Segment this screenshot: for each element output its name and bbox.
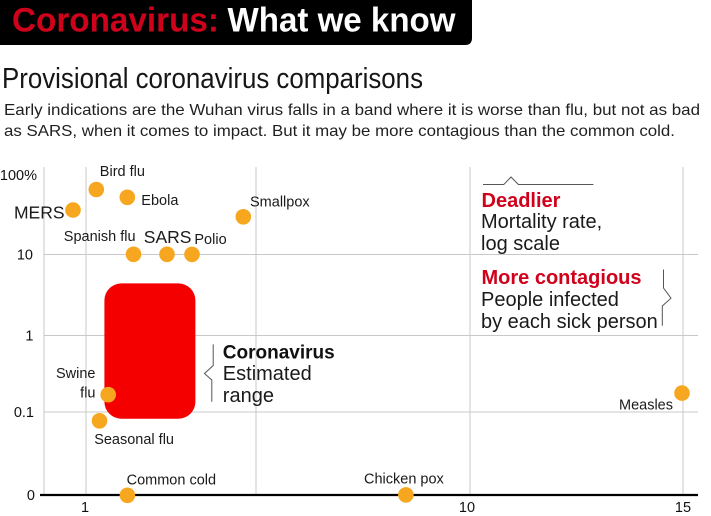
svg-text:More contagious: More contagious	[482, 267, 642, 289]
svg-text:10: 10	[459, 500, 475, 516]
svg-text:Mortality rate,: Mortality rate,	[481, 211, 602, 233]
svg-text:Early indications are the Wuha: Early indications are the Wuhan virus fa…	[4, 102, 700, 119]
svg-text:Estimated: Estimated	[223, 363, 312, 385]
svg-text:Seasonal flu: Seasonal flu	[94, 432, 174, 448]
svg-text:People infected: People infected	[481, 289, 619, 311]
svg-text:log scale: log scale	[481, 233, 560, 255]
svg-text:Provisional coronavirus compar: Provisional coronavirus comparisons	[2, 63, 423, 95]
svg-text:by each sick person: by each sick person	[481, 311, 658, 333]
svg-text:Ebola: Ebola	[141, 193, 179, 209]
svg-text:Coronavirus:: Coronavirus:	[12, 1, 219, 39]
svg-text:Swine: Swine	[56, 366, 96, 382]
svg-text:15: 15	[675, 500, 691, 516]
svg-text:Polio: Polio	[194, 232, 226, 248]
svg-text:Deadlier: Deadlier	[482, 190, 561, 212]
svg-text:What we know: What we know	[228, 1, 456, 39]
svg-text:range: range	[223, 385, 274, 407]
svg-text:0: 0	[27, 488, 35, 504]
svg-text:Bird flu: Bird flu	[100, 164, 145, 180]
svg-text:Common cold: Common cold	[127, 472, 216, 488]
svg-text:SARS: SARS	[144, 227, 192, 247]
svg-text:Measles: Measles	[619, 398, 673, 414]
svg-text:Coronavirus: Coronavirus	[223, 343, 335, 364]
svg-text:Smallpox: Smallpox	[250, 195, 310, 211]
svg-text:0.1: 0.1	[14, 405, 34, 421]
svg-text:flu: flu	[80, 385, 95, 401]
svg-text:1: 1	[81, 500, 89, 516]
svg-text:MERS: MERS	[14, 203, 65, 223]
svg-text:Spanish flu: Spanish flu	[64, 229, 136, 245]
svg-text:as SARS, when it comes to impa: as SARS, when it comes to impact. But it…	[4, 123, 675, 140]
svg-text:1: 1	[25, 329, 33, 345]
svg-text:100%: 100%	[0, 168, 37, 184]
svg-text:Chicken pox: Chicken pox	[364, 472, 445, 488]
svg-text:10: 10	[17, 248, 33, 264]
